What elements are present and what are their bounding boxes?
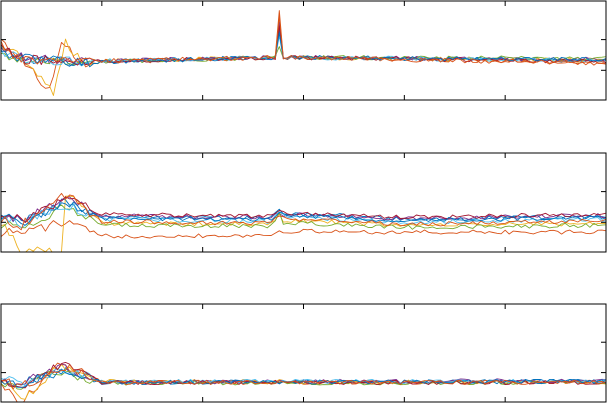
panel-3-series-9-line (1, 364, 606, 390)
panel-1-series-2-line (1, 10, 606, 89)
panel-1-axes-box (0, 0, 607, 101)
panel-1-series-9-line (1, 15, 606, 66)
panel-2-axes-box (0, 152, 607, 253)
panel-1-series-group (1, 10, 606, 96)
panel-2-series-9-line (1, 192, 606, 231)
panel-1 (0, 0, 607, 101)
panel-3-axes-box (0, 303, 607, 403)
panel-2-series-7-line (1, 196, 606, 224)
panel-2-series-2-line (1, 220, 606, 239)
panel-3-series-8-line (1, 368, 606, 388)
panel-3 (0, 303, 607, 403)
panel-2-series-8-line (1, 201, 606, 226)
panel-3-series-group (1, 361, 606, 402)
panel-2-series-5-line (1, 204, 606, 230)
panel-2 (0, 152, 607, 253)
panel-2-series-group (1, 192, 606, 252)
